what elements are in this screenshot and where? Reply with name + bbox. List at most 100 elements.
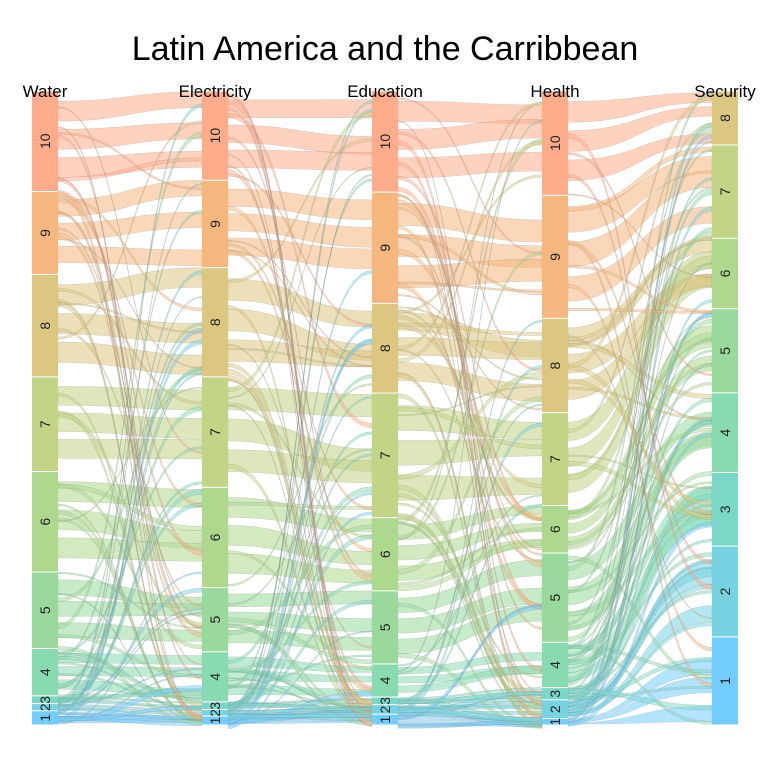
category-bar-education-3 — [372, 697, 398, 705]
ribbon-education-10 — [397, 119, 543, 150]
category-bar-health-6 — [542, 506, 568, 553]
chart-title: Latin America and the Carribbean — [131, 30, 639, 68]
category-label-health-2: 2 — [547, 705, 563, 713]
dimension-label-water: Water — [22, 82, 68, 101]
category-label-security-7: 7 — [717, 188, 733, 196]
category-label-security-5: 5 — [717, 347, 733, 355]
category-bar-electricity-10 — [202, 91, 228, 180]
category-label-education-6: 6 — [377, 550, 393, 558]
category-label-security-1: 1 — [717, 677, 733, 685]
category-bar-water-5 — [32, 572, 58, 649]
category-label-education-2: 2 — [377, 705, 393, 713]
category-bar-health-2 — [542, 700, 568, 719]
category-label-education-3: 3 — [377, 697, 393, 705]
category-bar-electricity-9 — [202, 180, 228, 268]
category-bar-education-2 — [372, 705, 398, 714]
ribbon-strand-electricity — [227, 617, 373, 664]
category-label-health-1: 1 — [547, 718, 563, 726]
category-label-electricity-2: 2 — [207, 709, 223, 717]
category-bar-education-6 — [372, 518, 398, 591]
category-bar-education-4 — [372, 664, 398, 697]
ribbon-health-10 — [567, 106, 713, 152]
category-label-water-2: 2 — [37, 703, 53, 711]
category-label-security-4: 4 — [717, 429, 733, 437]
ribbon-strand-education — [397, 653, 543, 729]
category-bar-education-7 — [372, 393, 398, 518]
category-bar-education-5 — [372, 591, 398, 664]
category-label-health-4: 4 — [547, 661, 563, 669]
category-label-health-5: 5 — [547, 594, 563, 602]
category-bar-education-9 — [372, 192, 398, 303]
category-bar-layer: 1234567891012345678910123456789101234567… — [32, 91, 738, 726]
category-label-water-6: 6 — [37, 518, 53, 526]
category-label-education-4: 4 — [377, 676, 393, 684]
category-bar-water-2 — [32, 704, 58, 711]
category-bar-health-9 — [542, 195, 568, 318]
category-bar-water-3 — [32, 696, 58, 704]
category-bar-security-3 — [712, 472, 738, 546]
category-label-electricity-10: 10 — [207, 128, 223, 144]
category-bar-water-1 — [32, 711, 58, 725]
category-bar-water-4 — [32, 649, 58, 696]
category-label-electricity-9: 9 — [207, 220, 223, 228]
category-label-health-3: 3 — [547, 690, 563, 698]
category-bar-electricity-1 — [202, 716, 228, 725]
category-label-security-3: 3 — [717, 505, 733, 513]
dimension-label-electricity: Electricity — [178, 82, 252, 101]
category-label-electricity-7: 7 — [207, 428, 223, 436]
category-label-security-6: 6 — [717, 269, 733, 277]
category-label-security-2: 2 — [717, 587, 733, 595]
category-label-health-8: 8 — [547, 361, 563, 369]
category-bar-security-7 — [712, 145, 738, 238]
category-bar-health-4 — [542, 642, 568, 688]
category-label-education-7: 7 — [377, 451, 393, 459]
ribbon-strand-water — [57, 705, 203, 722]
category-label-health-6: 6 — [547, 525, 563, 533]
dimension-label-security: Security — [694, 82, 756, 101]
category-label-health-10: 10 — [547, 135, 563, 151]
category-label-security-8: 8 — [717, 114, 733, 122]
category-bar-water-7 — [32, 377, 58, 472]
category-label-electricity-8: 8 — [207, 318, 223, 326]
ribbon-strand-electricity — [227, 714, 373, 718]
category-label-electricity-4: 4 — [207, 673, 223, 681]
ribbon-education-6 — [397, 523, 543, 561]
dimension-label-health: Health — [530, 82, 580, 101]
category-bar-electricity-3 — [202, 702, 228, 710]
category-bar-electricity-8 — [202, 268, 228, 377]
category-bar-health-5 — [542, 553, 568, 642]
category-label-education-10: 10 — [377, 134, 393, 150]
category-bar-water-10 — [32, 91, 58, 191]
category-label-health-9: 9 — [547, 253, 563, 261]
category-bar-electricity-2 — [202, 710, 228, 716]
category-bar-health-1 — [542, 719, 568, 725]
category-bar-security-4 — [712, 393, 738, 472]
category-bar-health-8 — [542, 318, 568, 413]
category-label-education-1: 1 — [377, 715, 393, 723]
category-bar-electricity-6 — [202, 487, 228, 588]
category-label-water-8: 8 — [37, 322, 53, 330]
category-bar-health-7 — [542, 413, 568, 506]
category-label-electricity-5: 5 — [207, 616, 223, 624]
category-label-education-9: 9 — [377, 244, 393, 252]
category-label-water-10: 10 — [37, 133, 53, 149]
ribbon-layer — [57, 91, 713, 729]
category-bar-electricity-4 — [202, 652, 228, 702]
category-bar-security-6 — [712, 238, 738, 309]
category-bar-water-6 — [32, 472, 58, 572]
category-label-electricity-3: 3 — [207, 702, 223, 710]
category-label-education-8: 8 — [377, 344, 393, 352]
category-label-water-4: 4 — [37, 668, 53, 676]
category-label-water-1: 1 — [37, 714, 53, 722]
category-label-water-5: 5 — [37, 606, 53, 614]
category-label-health-7: 7 — [547, 455, 563, 463]
category-label-electricity-6: 6 — [207, 533, 223, 541]
category-label-electricity-1: 1 — [207, 716, 223, 724]
category-bar-education-8 — [372, 303, 398, 393]
category-bar-water-9 — [32, 191, 58, 274]
category-bar-security-1 — [712, 637, 738, 725]
category-label-water-9: 9 — [37, 229, 53, 237]
category-bar-security-2 — [712, 546, 738, 637]
ribbon-strand-education — [397, 723, 543, 727]
